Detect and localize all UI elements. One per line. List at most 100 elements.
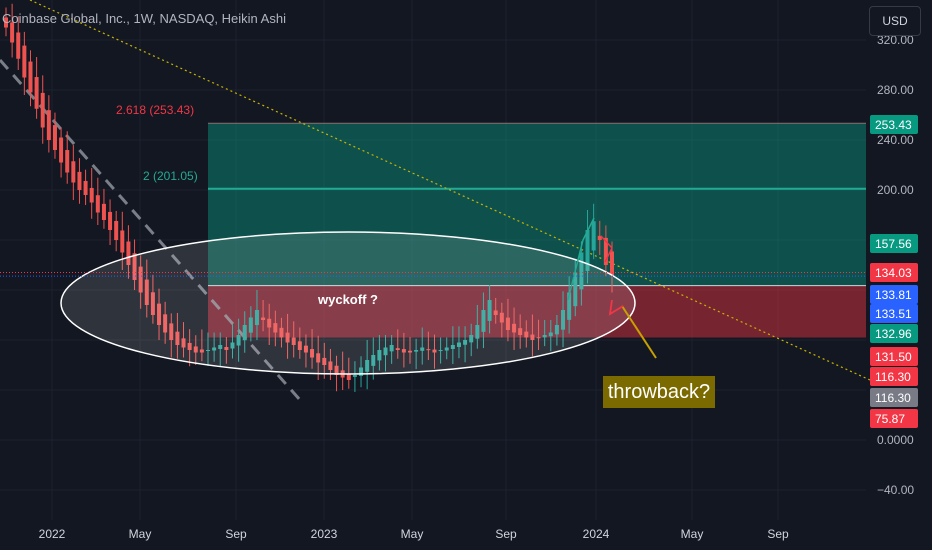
candle-body xyxy=(34,77,39,109)
candle-body xyxy=(169,323,174,340)
chart-header-title: Coinbase Global, Inc., 1W, NASDAQ, Heiki… xyxy=(2,11,286,26)
throwback-arrow-line xyxy=(621,305,657,359)
price-label-bg xyxy=(870,367,918,386)
currency-button[interactable]: USD xyxy=(869,6,921,36)
y-tick-label: 200.00 xyxy=(877,183,914,197)
candle-body xyxy=(512,323,517,333)
x-tick-label: 2023 xyxy=(311,527,338,541)
candle-body xyxy=(365,360,370,372)
candle-body xyxy=(279,327,284,338)
candle-body xyxy=(352,375,357,377)
candle-body xyxy=(187,342,192,350)
price-label: 116.30 xyxy=(875,391,911,405)
candle-body xyxy=(46,110,51,140)
candle-body xyxy=(157,303,162,325)
red-path-mark xyxy=(600,235,613,263)
candle-body xyxy=(285,332,290,343)
candle-body xyxy=(212,347,217,351)
candle-body xyxy=(261,317,266,320)
throwback-label: throwback? xyxy=(603,376,715,408)
candle-body xyxy=(138,266,143,293)
candle-body xyxy=(303,345,308,353)
y-tick-label: −40.00 xyxy=(877,483,914,497)
candle-body xyxy=(120,230,125,253)
candle-body xyxy=(554,325,559,335)
candle-body xyxy=(463,340,468,345)
candle-body xyxy=(150,292,155,315)
candle-body xyxy=(408,350,412,353)
trendlines xyxy=(0,0,871,401)
candle-body xyxy=(426,349,431,351)
candle-body xyxy=(144,279,149,305)
candle-body xyxy=(291,337,296,345)
candle-body xyxy=(218,345,223,349)
candle-body xyxy=(199,349,204,353)
candle-body xyxy=(475,325,480,339)
candle-body xyxy=(481,310,486,332)
candle-body xyxy=(530,334,535,340)
grid xyxy=(0,0,866,520)
x-tick-label: May xyxy=(681,527,704,541)
price-label: 75.87 xyxy=(875,412,905,426)
candle-body xyxy=(591,221,596,251)
y-tick-label: 0.0000 xyxy=(877,433,914,447)
candle-body xyxy=(561,310,566,330)
price-label-bg xyxy=(870,234,918,253)
candle-body xyxy=(206,350,210,351)
price-label-bg xyxy=(870,347,918,366)
candle-body xyxy=(610,251,614,275)
candle-body xyxy=(450,345,455,350)
candle-body xyxy=(377,350,382,361)
candle-body xyxy=(432,349,437,353)
green-path-mark xyxy=(567,217,595,301)
candle-body xyxy=(371,355,376,366)
x-tick-label: May xyxy=(129,527,152,541)
price-label-bg xyxy=(870,324,918,343)
fib-2-label: 2 (201.05) xyxy=(143,169,198,183)
candle-body xyxy=(16,32,21,59)
candle-body xyxy=(316,353,321,363)
x-tick-label: Sep xyxy=(495,527,517,541)
candle-body xyxy=(132,253,137,280)
price-label: 116.30 xyxy=(875,370,911,384)
candle-body xyxy=(359,367,364,376)
candle-body xyxy=(267,318,272,328)
candle-body xyxy=(420,347,425,351)
candle-body xyxy=(254,310,259,326)
candle-body xyxy=(383,347,388,356)
throwback-arrow-icon xyxy=(608,299,624,316)
x-tick-label: Sep xyxy=(225,527,247,541)
fib-2618-label: 2.618 (253.43) xyxy=(116,103,195,117)
candle-body xyxy=(59,137,64,163)
y-axis: 320.00 280.00 240.00 200.00 0.0000 −40.00 xyxy=(877,33,914,497)
candle-body xyxy=(175,331,180,345)
candle-body xyxy=(126,241,131,265)
candle-body xyxy=(40,92,45,128)
price-label: 133.81 xyxy=(875,288,912,302)
zone-stop xyxy=(208,285,866,338)
price-label-bg xyxy=(870,388,918,407)
candle-body xyxy=(236,335,241,346)
candle-body xyxy=(567,292,572,320)
candle-body xyxy=(65,150,70,173)
candle-body xyxy=(101,203,106,220)
price-label-bg xyxy=(870,115,918,134)
candle-body xyxy=(469,335,474,343)
candle-body xyxy=(518,328,523,335)
candle-body xyxy=(585,230,590,271)
candle-body xyxy=(499,312,504,323)
candle-body xyxy=(28,61,33,93)
candle-body xyxy=(89,187,94,203)
candle-body xyxy=(273,323,278,333)
price-label-bg xyxy=(870,409,918,428)
candle-body xyxy=(505,317,510,330)
candle-body xyxy=(438,350,443,352)
gray-dashed-trendline xyxy=(0,59,302,401)
y-tick-label: 280.00 xyxy=(877,83,914,97)
yellow-dotted-trendline xyxy=(29,0,871,381)
candle-body xyxy=(346,373,351,380)
zone-target xyxy=(208,123,866,286)
price-label: 134.03 xyxy=(875,266,912,280)
candle-body xyxy=(524,331,529,338)
